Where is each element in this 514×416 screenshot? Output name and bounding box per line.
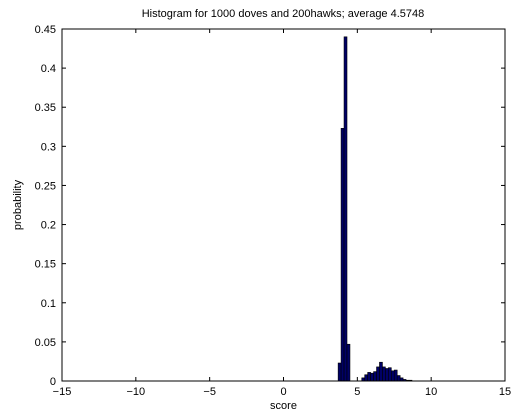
- histogram-bar: [373, 371, 377, 382]
- y-tick-label: 0.15: [35, 259, 56, 271]
- x-tick-label: 0: [280, 386, 286, 398]
- x-tick-label: 10: [425, 386, 437, 398]
- histogram-bar: [379, 361, 383, 382]
- x-tick-label: −5: [203, 386, 216, 398]
- y-tick-label: 0.3: [41, 141, 56, 153]
- x-axis-label: score: [270, 400, 297, 412]
- y-tick-label: 0.35: [35, 102, 56, 114]
- y-tick-label: 0.4: [41, 63, 56, 75]
- plot-frame: [61, 28, 506, 382]
- ticks-group: −15 −10 −5 0 5 10 15 0 0.05 0.1 0.15 0.2 0.25 0.3 0.35…: [35, 24, 512, 398]
- y-tick-label: 0: [50, 376, 56, 388]
- histogram-bar: [396, 375, 401, 382]
- histogram-bar: [393, 369, 398, 382]
- histogram-bar: [340, 128, 345, 382]
- histogram-bar: [367, 372, 371, 382]
- chart-title: Histogram for 1000 doves and 200hawks; a…: [142, 8, 425, 20]
- x-tick-label: −15: [53, 386, 72, 398]
- y-tick-label: 0.45: [35, 24, 56, 36]
- y-axis-label-group: probability: [12, 179, 24, 230]
- histogram-bar: [382, 366, 386, 382]
- histogram-bar: [390, 370, 395, 382]
- x-tick-label: 15: [499, 386, 511, 398]
- histogram-bar: [343, 36, 348, 382]
- bars-group: [337, 36, 413, 382]
- histogram-bar: [370, 372, 374, 382]
- y-tick-label: 0.05: [35, 337, 56, 349]
- histogram-bar: [388, 367, 392, 382]
- y-tick-label: 0.25: [35, 180, 56, 192]
- y-tick-label: 0.1: [41, 298, 56, 310]
- histogram-bar: [346, 343, 351, 382]
- histogram-bar: [376, 366, 380, 382]
- histogram-bar: [337, 362, 342, 382]
- y-tick-label: 0.2: [41, 220, 56, 232]
- histogram-bar: [364, 374, 368, 382]
- x-tick-label: −10: [126, 386, 145, 398]
- histogram-bar: [385, 368, 389, 382]
- x-tick-label: 5: [354, 386, 360, 398]
- y-axis-label: probability: [12, 179, 24, 230]
